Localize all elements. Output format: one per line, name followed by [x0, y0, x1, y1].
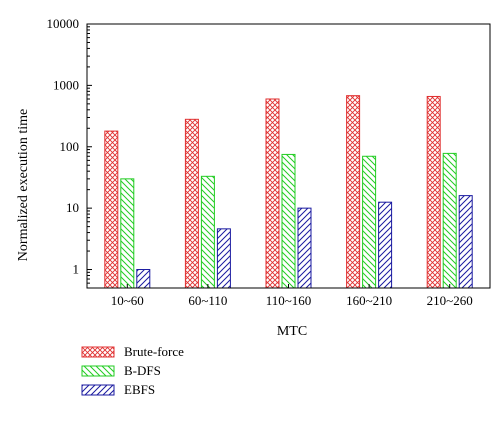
- bar-brute-force-1: [184, 118, 199, 289]
- bar-ebfs-1: [216, 228, 231, 289]
- bar-ebfs-2: [297, 207, 312, 289]
- y-tick-label: 10000: [47, 16, 80, 31]
- legend-swatch-brute-force: [81, 346, 115, 358]
- y-tick-label: 1: [73, 262, 80, 277]
- legend-label-b-dfs: B-DFS: [124, 363, 161, 378]
- x-tick-label: 210~260: [427, 293, 473, 308]
- x-tick-label: 160~210: [346, 293, 392, 308]
- bar-b-dfs-2: [281, 153, 296, 289]
- bar-brute-force-0: [104, 130, 119, 289]
- bar-b-dfs-0: [120, 178, 135, 289]
- bar-ebfs-0: [136, 269, 151, 289]
- bar-b-dfs-4: [442, 152, 457, 289]
- y-tick-label: 10: [66, 200, 79, 215]
- plot-area: 1 10 100 1000 10000 10~60 60~110 110~160 160~210…: [47, 16, 491, 308]
- bar-brute-force-2: [265, 98, 280, 289]
- legend: Brute-force B-DFS EBFS: [81, 344, 184, 397]
- y-tick-label: 1000: [53, 77, 79, 92]
- bar-brute-force-3: [346, 95, 361, 289]
- legend-swatch-ebfs: [81, 384, 115, 396]
- y-tick-label: 100: [60, 139, 80, 154]
- bar-brute-force-4: [426, 95, 441, 289]
- x-tick-label: 10~60: [111, 293, 144, 308]
- x-axis-title: MTC: [277, 324, 307, 339]
- bar-b-dfs-3: [362, 155, 377, 289]
- legend-label-brute-force: Brute-force: [124, 344, 184, 359]
- bar-ebfs-3: [378, 201, 393, 289]
- legend-swatch-b-dfs: [81, 365, 115, 377]
- legend-label-ebfs: EBFS: [124, 382, 155, 397]
- x-tick-label: 110~160: [266, 293, 312, 308]
- y-axis-title: Normalized execution time: [16, 109, 31, 261]
- x-tick-label: 60~110: [188, 293, 227, 308]
- bar-b-dfs-1: [200, 175, 215, 289]
- bar-ebfs-4: [458, 195, 473, 289]
